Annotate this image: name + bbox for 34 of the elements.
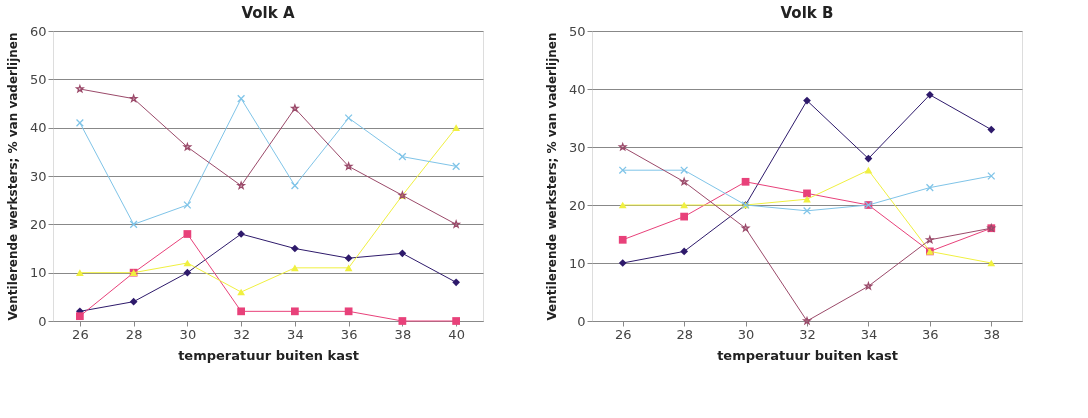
x-tick-label: 30 — [737, 326, 755, 342]
x-tick-label: 28 — [676, 326, 693, 342]
y-tick-label: 60 — [29, 23, 47, 39]
x-tick-label: 34 — [287, 326, 304, 342]
y-tick-label: 50 — [29, 71, 47, 87]
y-tick-label: 10 — [29, 265, 47, 281]
chart-title: Volk A — [241, 4, 295, 22]
x-tick-label: 32 — [799, 326, 816, 342]
y-tick-label: 30 — [29, 168, 47, 184]
x-tick-label: 38 — [983, 326, 1001, 342]
y-tick-label: 0 — [38, 313, 47, 329]
y-tick-label: 30 — [568, 139, 586, 155]
y-tick-label: 20 — [568, 197, 586, 213]
x-axis-title: temperatuur buiten kast — [178, 347, 359, 363]
x-tick-label: 36 — [340, 326, 358, 342]
x-tick-label: 34 — [860, 326, 878, 342]
y-tick-label: 40 — [568, 81, 586, 97]
y-axis-title: Ventilerende werksters; % van vaderlijnen — [5, 32, 20, 321]
x-tick-label: 32 — [233, 326, 250, 342]
x-tick-label: 38 — [394, 326, 412, 342]
x-tick-label: 26 — [614, 326, 632, 342]
x-tick-label: 26 — [72, 326, 89, 342]
y-tick-label: 40 — [29, 120, 47, 136]
x-axis-title: temperatuur buiten kast — [717, 347, 898, 363]
x-tick-label: 28 — [125, 326, 143, 342]
y-axis-title: Ventilerende werksters; % van vaderlijnen — [544, 32, 559, 321]
y-tick-label: 10 — [568, 255, 586, 271]
y-tick-label: 20 — [29, 216, 47, 232]
y-tick-label: 0 — [577, 313, 586, 329]
y-tick-label: 50 — [568, 23, 586, 39]
x-tick-label: 30 — [179, 326, 197, 342]
x-tick-label: 36 — [922, 326, 939, 342]
x-tick-label: 40 — [448, 326, 465, 342]
chart-title: Volk B — [780, 4, 834, 22]
